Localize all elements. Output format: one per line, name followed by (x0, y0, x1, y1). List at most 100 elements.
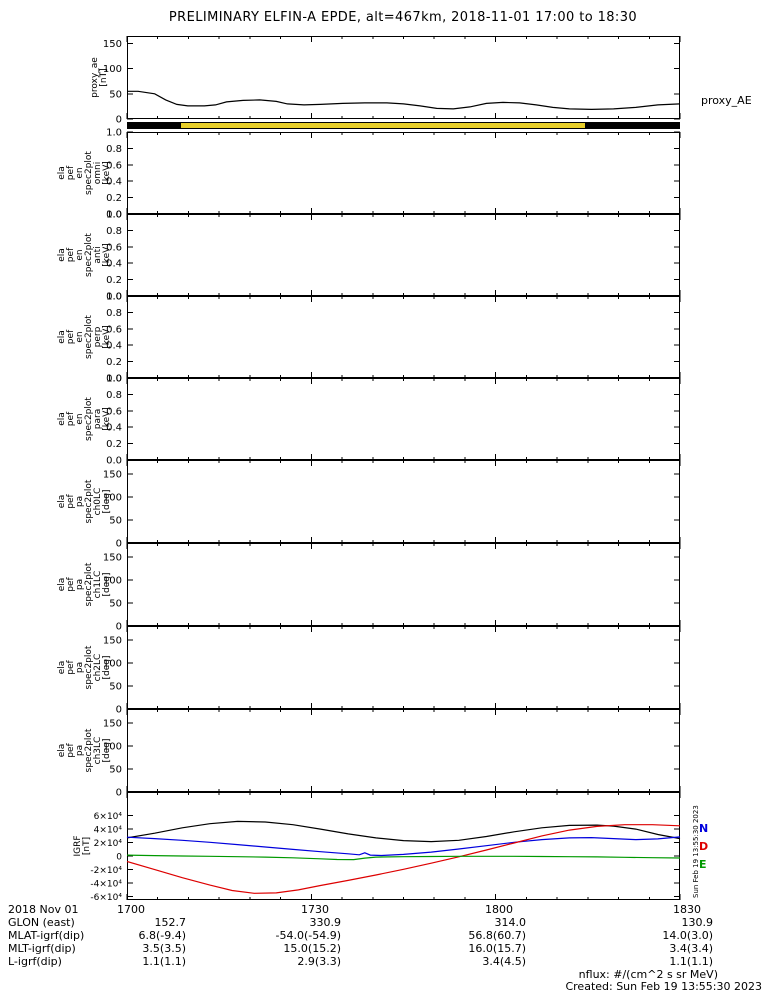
y-tick-label: 0 (116, 853, 122, 863)
proxy-ae-right-label: proxy_AE (701, 94, 752, 107)
y-axis-label-word: [keV] (102, 161, 112, 185)
panel-en_perp: 0.0 0.2 0.4 0.6 0.8 1.0 ela pef en spec2plot perp[… (57, 292, 681, 385)
y-axis-label-word: en (75, 413, 85, 424)
footer-value: 330.9 (309, 916, 342, 929)
availability-bar-segment (127, 122, 182, 129)
y-axis-label-word: ch1LC (93, 571, 103, 599)
created-timestamp: Created: Sun Feb 19 13:55:30 2023 (565, 980, 762, 993)
y-axis-label-word: spec2plot (84, 479, 94, 523)
panel-pa_ch3: 0 50 100 150 ela pef pa spec2plot ch3LC [deg] (57, 709, 681, 799)
y-tick-label: 100 (103, 741, 122, 752)
y-axis-label-word: [keV] (102, 243, 112, 267)
y-tick-label: 0.0 (106, 456, 122, 467)
y-tick-label: 0 (116, 622, 122, 633)
y-tick-label: 50 (109, 515, 122, 526)
footer-value: 3.5(3.5) (142, 942, 186, 955)
x-tick-label: 1830 (673, 903, 701, 916)
y-tick-label: 0.2 (106, 193, 122, 204)
y-tick-label: 0 (116, 705, 122, 716)
y-axis-label-word: pa (75, 579, 85, 590)
y-axis-label-word: omni (93, 162, 103, 184)
footer-value: -54.0(-54.9) (275, 929, 341, 942)
y-tick-label: 0.8 (106, 390, 122, 401)
panel-en_anti: 0.0 0.2 0.4 0.6 0.8 1.0 ela pef en spec2plot anti[… (57, 210, 681, 303)
y-axis-label-word: [keV] (102, 407, 112, 431)
y-axis-label-word: pef (66, 247, 76, 262)
footer-value: 1.1(1.1) (142, 955, 186, 968)
y-tick-label: 0.6 (106, 406, 122, 417)
footer-value: 130.9 (681, 916, 714, 929)
y-axis-label-word: [deg] (102, 490, 112, 514)
y-tick-label: 0.6 (106, 160, 122, 171)
y-axis-label-word: pa (75, 662, 85, 673)
y-tick-label: 4×10⁴ (94, 826, 123, 836)
footer-value: 1.1(1.1) (669, 955, 713, 968)
footer-value: 6.8(-9.4) (138, 929, 186, 942)
footer-value: 152.7 (154, 916, 187, 929)
y-axis-label-word: pef (66, 493, 76, 508)
page-title: PRELIMINARY ELFIN-A EPDE, alt=467km, 201… (168, 10, 638, 25)
footer-row-label: GLON (east) (8, 916, 75, 929)
panel-pa_ch2: 0 50 100 150 ela pef pa spec2plot ch2LC [deg] (57, 626, 681, 716)
y-tick-label: 50 (109, 598, 122, 609)
igrf-legend: N D E (699, 820, 708, 874)
footer-row-label: MLAT-igrf(dip) (8, 929, 85, 942)
y-axis-label-word: [nT] (99, 68, 109, 86)
y-tick-label: 0.2 (106, 357, 122, 368)
y-axis-label-word: anti (93, 246, 103, 263)
y-axis-label-word: spec2plot (84, 233, 94, 277)
y-axis-label-word: ela (57, 495, 67, 509)
y-tick-label: 2×10⁴ (94, 839, 123, 849)
y-axis-label-word: pef (66, 411, 76, 426)
panel-igrf: 6×10⁴ 4×10⁴ 2×10⁴ 0 -2×10⁴ -4×10⁴ -6×10⁴ IGRF [n… (73, 792, 681, 903)
y-tick-label: 0.2 (106, 275, 122, 286)
y-axis-label-word: spec2plot (84, 151, 94, 195)
panel-pa_ch1: 0 50 100 150 ela pef pa spec2plot ch1LC [deg] (57, 543, 681, 633)
availability-bar-segment (584, 122, 680, 129)
y-axis-label-word: pef (66, 742, 76, 757)
footer-value: 14.0(3.0) (662, 929, 713, 942)
footer-value: 3.4(4.5) (482, 955, 526, 968)
y-axis-label-word: ela (57, 248, 67, 262)
y-tick-label: 0.8 (106, 308, 122, 319)
series-B_D (126, 824, 681, 894)
y-axis-label-word: ela (57, 744, 67, 758)
y-axis-label-word: spec2plot (84, 562, 94, 606)
y-axis-label-word: pa (75, 745, 85, 756)
y-tick-label: 0.0 (106, 210, 122, 221)
footer-value: 15.0(15.2) (283, 942, 341, 955)
y-tick-label: 1.0 (106, 292, 122, 303)
y-tick-label: 0.8 (106, 226, 122, 237)
y-tick-label: 100 (103, 492, 122, 503)
y-tick-label: -2×10⁴ (90, 866, 122, 876)
creation-watermark: Sun Feb 19 13:55:30 2023 (692, 805, 700, 898)
y-tick-label: 50 (109, 89, 122, 100)
y-tick-label: 0.0 (106, 374, 122, 385)
y-axis-label-word: pef (66, 329, 76, 344)
y-axis-label-word: perp (93, 326, 103, 347)
y-tick-label: 0.6 (106, 242, 122, 253)
y-axis-label-word: spec2plot (84, 315, 94, 359)
y-tick-label: -6×10⁴ (90, 893, 122, 903)
y-tick-label: 1.0 (106, 374, 122, 385)
y-tick-label: 0.0 (106, 292, 122, 303)
y-tick-label: 0.6 (106, 324, 122, 335)
footer-value: 314.0 (494, 916, 527, 929)
y-axis-label-word: spec2plot (84, 397, 94, 441)
y-tick-label: 0 (116, 788, 122, 799)
y-axis-label-word: spec2plot (84, 645, 94, 689)
series-B_N (126, 836, 681, 857)
y-tick-label: 0 (116, 539, 122, 550)
y-axis-label-word: pa (75, 496, 85, 507)
footer-value: 3.4(3.4) (669, 942, 713, 955)
y-tick-label: 150 (103, 39, 122, 50)
y-tick-label: 6×10⁴ (94, 812, 123, 822)
series-B_E (126, 854, 681, 861)
y-axis-label-word: [nT] (82, 837, 92, 855)
y-axis-label-word: IGRF (73, 835, 83, 856)
footer-row-label: L-igrf(dip) (8, 955, 62, 968)
y-axis-label-word: [deg] (102, 656, 112, 680)
x-tick-label: 1700 (117, 903, 145, 916)
igrf-legend-d: D (699, 840, 709, 853)
